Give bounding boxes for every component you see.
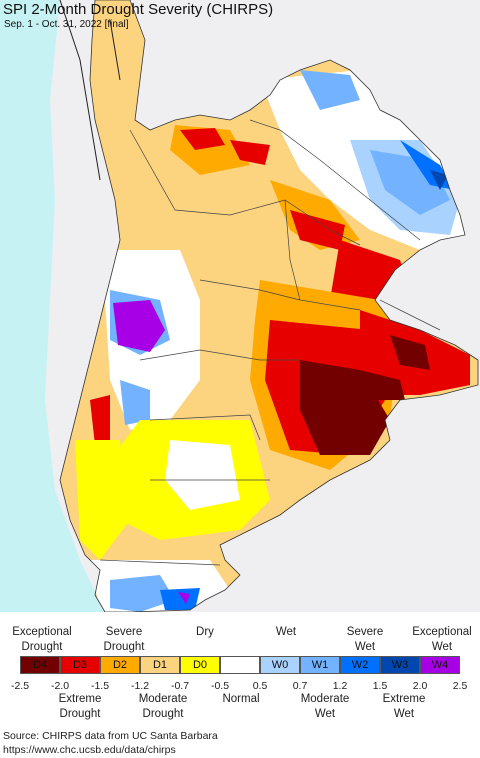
legend-swatch-normal: [220, 656, 260, 674]
legend-swatch-w1: W1: [300, 656, 340, 674]
legend-swatch-w2: W2: [340, 656, 380, 674]
legend-top-label-3: Wet: [275, 626, 297, 638]
legend-top-label-1: Severe Drought: [103, 626, 145, 653]
source-line-2[interactable]: https://www.chc.ucsb.edu/data/chirps: [3, 744, 176, 756]
legend-tick: -2.0: [50, 680, 70, 692]
legend-tick: 0.7: [292, 680, 308, 692]
legend-bottom-label-3: Moderate Wet: [300, 693, 350, 720]
legend-swatch-w0: W0: [260, 656, 300, 674]
legend-bottom-label-2: Normal: [222, 693, 260, 705]
legend-swatch-d3: D3: [60, 656, 100, 674]
legend-top-label-0: Exceptional Drought: [12, 626, 72, 653]
legend-tick: 0.5: [252, 680, 268, 692]
legend-bottom-label-4: Extreme Wet: [382, 693, 426, 720]
legend-swatch-w4: W4: [420, 656, 460, 674]
legend-tick: -0.7: [170, 680, 190, 692]
legend-swatch-d0: D0: [180, 656, 220, 674]
legend-bottom-label-1: Moderate Drought: [138, 693, 188, 720]
legend-top-label-4: Severe Wet: [346, 626, 384, 653]
source-line-1: Source: CHIRPS data from UC Santa Barbar…: [3, 730, 218, 742]
legend-tick: -1.2: [130, 680, 150, 692]
map-subtitle: Sep. 1 - Oct. 31, 2022 [final]: [4, 19, 129, 30]
legend-tick: 2.5: [452, 680, 468, 692]
legend-tick: -1.5: [90, 680, 110, 692]
map-title: SPI 2-Month Drought Severity (CHIRPS): [3, 1, 274, 18]
legend-tick: -2.5: [10, 680, 30, 692]
legend-top-label-2: Dry: [196, 626, 214, 638]
legend-swatch-w3: W3: [380, 656, 420, 674]
legend-swatch-d4: D4: [20, 656, 60, 674]
drought-map: [0, 0, 480, 612]
legend-tick: 2.0: [412, 680, 428, 692]
legend-tick: 1.5: [372, 680, 388, 692]
legend-top-label-5: Exceptional Wet: [412, 626, 472, 653]
legend-tick: -0.5: [210, 680, 230, 692]
legend-swatch-d2: D2: [100, 656, 140, 674]
legend-tick: 1.2: [332, 680, 348, 692]
legend-swatch-d1: D1: [140, 656, 180, 674]
legend-bottom-label-0: Extreme Drought: [58, 693, 102, 720]
